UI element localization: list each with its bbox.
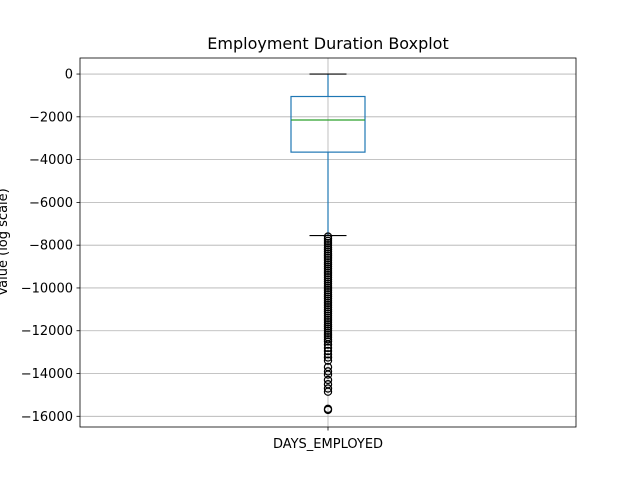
outlier-point bbox=[323, 387, 333, 396]
outlier-point bbox=[323, 370, 333, 379]
outlier-point bbox=[323, 367, 333, 376]
box-layer bbox=[290, 73, 366, 415]
iqr-box bbox=[290, 95, 366, 153]
y-tick-label: −4000 bbox=[29, 153, 73, 168]
y-tick-label: −2000 bbox=[29, 110, 73, 125]
y-tick-label: −8000 bbox=[29, 239, 73, 254]
outlier-point bbox=[323, 350, 333, 359]
outlier-point bbox=[323, 356, 333, 365]
outlier-point bbox=[323, 353, 333, 362]
y-tick-label: −16000 bbox=[21, 410, 73, 425]
y-axis-label: Value (log scale) bbox=[0, 188, 11, 295]
chart-title: Employment Duration Boxplot bbox=[207, 34, 448, 53]
outlier-point bbox=[323, 375, 333, 385]
y-tick-label: −6000 bbox=[29, 196, 73, 211]
outlier-point bbox=[323, 340, 333, 349]
y-tick-label: −12000 bbox=[21, 324, 73, 339]
y-tick-label: −10000 bbox=[21, 281, 73, 296]
outlier-point bbox=[323, 384, 333, 393]
axes-layer: 0 −2000 −4000 −6000 −8000 −10000 −12000 −14000 −… bbox=[21, 57, 577, 452]
y-tick-label: 0 bbox=[65, 68, 73, 83]
outlier-point bbox=[323, 337, 333, 346]
grid-layer bbox=[80, 58, 576, 427]
outlier-point bbox=[323, 343, 333, 353]
outlier-point bbox=[323, 405, 333, 415]
plot-frame bbox=[79, 57, 577, 428]
outlier-point bbox=[323, 346, 333, 356]
x-tick-label: DAYS_EMPLOYED bbox=[273, 437, 383, 452]
y-tick-label: −14000 bbox=[21, 367, 73, 382]
